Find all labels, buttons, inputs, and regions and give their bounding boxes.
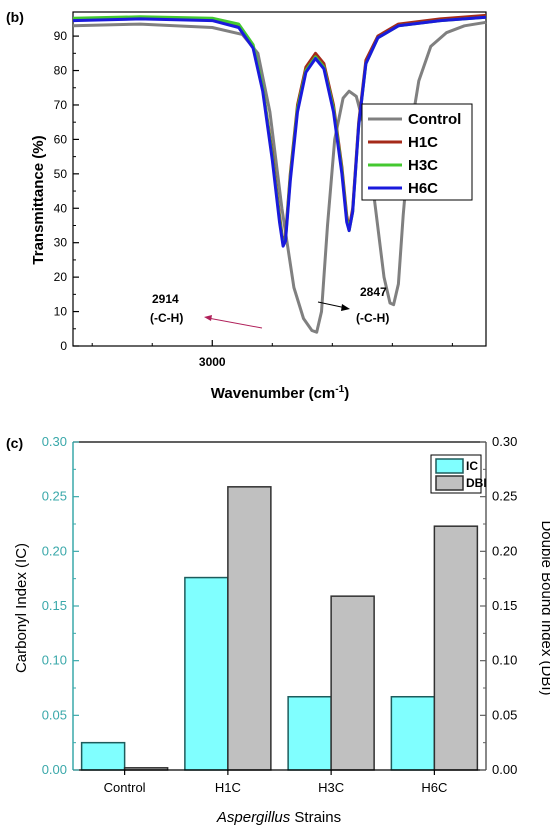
ftir-y-axis: 0 10 20 30 40 50 60 70 80 90 <box>54 29 79 353</box>
annotation-2914-label: 2914 <box>152 292 179 306</box>
annotation-2847-label: 2847 <box>360 285 387 299</box>
ftir-y-tick-label: 80 <box>54 64 68 78</box>
index-left-axis-title: Carbonyl Index (IC) <box>13 543 30 673</box>
bar-dbi-h1c <box>227 486 272 771</box>
ftir-legend-label-h6c: H6C <box>408 180 438 197</box>
index-left-tick-label: 0.00 <box>42 762 67 777</box>
index-right-tick-label: 0.20 <box>492 543 517 558</box>
index-legend: IC DBI <box>430 454 487 494</box>
index-right-tick-label: 0.00 <box>492 762 517 777</box>
ftir-legend-label-control: Control <box>408 111 461 128</box>
ftir-y-tick-label: 0 <box>60 339 67 353</box>
ftir-panel: (b) 0 10 20 30 40 50 60 70 80 90 3000 2914 (-C-H)… <box>6 9 487 402</box>
bar-ic-control <box>80 741 126 771</box>
index-category-label-h1c: H1C <box>215 780 241 795</box>
index-left-tick-label: 0.30 <box>42 434 67 449</box>
index-right-axis-title: Double Bound Index (DBI) <box>538 520 550 695</box>
bar-dbi-h3c <box>330 595 375 771</box>
ftir-legend: Control H1C H3C H6C <box>361 103 473 201</box>
annotation-2847-arrow <box>317 301 347 309</box>
index-right-tick-label: 0.25 <box>492 489 517 504</box>
index-left-tick-label: 0.15 <box>42 598 67 613</box>
ftir-legend-entries: Control H1C H3C H6C <box>368 111 461 197</box>
ftir-legend-label-h3c: H3C <box>408 157 438 174</box>
annotation-2914-arrowhead <box>204 315 212 321</box>
legend-ic-swatch <box>435 458 464 474</box>
index-category-label-h3c: H3C <box>318 780 344 795</box>
ftir-x-axis: 3000 <box>91 340 453 369</box>
ftir-y-tick-label: 70 <box>54 98 68 112</box>
ftir-x-axis-title: Wavenumber (cm-1) <box>211 384 349 402</box>
ftir-y-tick-label: 50 <box>54 167 68 181</box>
ftir-y-tick-label: 10 <box>54 305 68 319</box>
ftir-y-tick-label: 60 <box>54 132 68 146</box>
ftir-legend-label-h1c: H1C <box>408 134 438 151</box>
panel-label-b: (b) <box>6 9 24 25</box>
index-left-tick-label: 0.10 <box>42 653 67 668</box>
ftir-plot-frame <box>72 11 487 347</box>
index-right-tick-label: 0.30 <box>492 434 517 449</box>
ftir-y-tick-label: 90 <box>54 29 68 43</box>
ftir-x-tick-label: 3000 <box>199 355 226 369</box>
index-right-tick-label: 0.10 <box>492 653 517 668</box>
index-bars <box>80 486 479 771</box>
index-right-tick-label: 0.15 <box>492 598 517 613</box>
annotation-2914: 2914 (-C-H) <box>150 292 263 329</box>
legend-dbi-label: DBI <box>466 476 487 490</box>
annotation-2847-arrowhead <box>341 304 350 311</box>
ftir-y-tick-label: 30 <box>54 236 68 250</box>
annotation-2847-group: (-C-H) <box>356 311 389 325</box>
bar-ic-h6c <box>390 695 436 771</box>
annotation-2847: 2847 (-C-H) <box>317 285 389 325</box>
legend-dbi-swatch <box>435 475 464 491</box>
ftir-line-h6c <box>72 15 487 248</box>
index-x-axis-title: Aspergillus Strains <box>216 809 341 826</box>
index-category-label-h6c: H6C <box>421 780 447 795</box>
index-bar-panel: (c) 0.00 0.00 0.05 0.05 0.10 0.10 0.15 0.15 0.20… <box>6 434 550 826</box>
bar-ic-h1c <box>184 576 229 771</box>
annotation-2914-arrow <box>207 317 263 329</box>
legend-ic-label: IC <box>466 459 478 473</box>
bar-ic-h3c <box>287 695 332 771</box>
index-right-tick-label: 0.05 <box>492 707 517 722</box>
index-axes: 0.00 0.00 0.05 0.05 0.10 0.10 0.15 0.15 0.20 0.20… <box>42 434 518 795</box>
index-left-tick-label: 0.20 <box>42 543 67 558</box>
index-left-tick-label: 0.25 <box>42 489 67 504</box>
index-category-label-control: Control <box>104 780 146 795</box>
index-left-tick-label: 0.05 <box>42 707 67 722</box>
bar-dbi-h6c <box>433 525 479 771</box>
panel-label-c: (c) <box>6 435 23 451</box>
ftir-y-axis-title: Transmittance (%) <box>30 135 47 264</box>
ftir-y-tick-label: 20 <box>54 270 68 284</box>
ftir-y-tick-label: 40 <box>54 201 68 215</box>
annotation-2914-group: (-C-H) <box>150 311 183 325</box>
